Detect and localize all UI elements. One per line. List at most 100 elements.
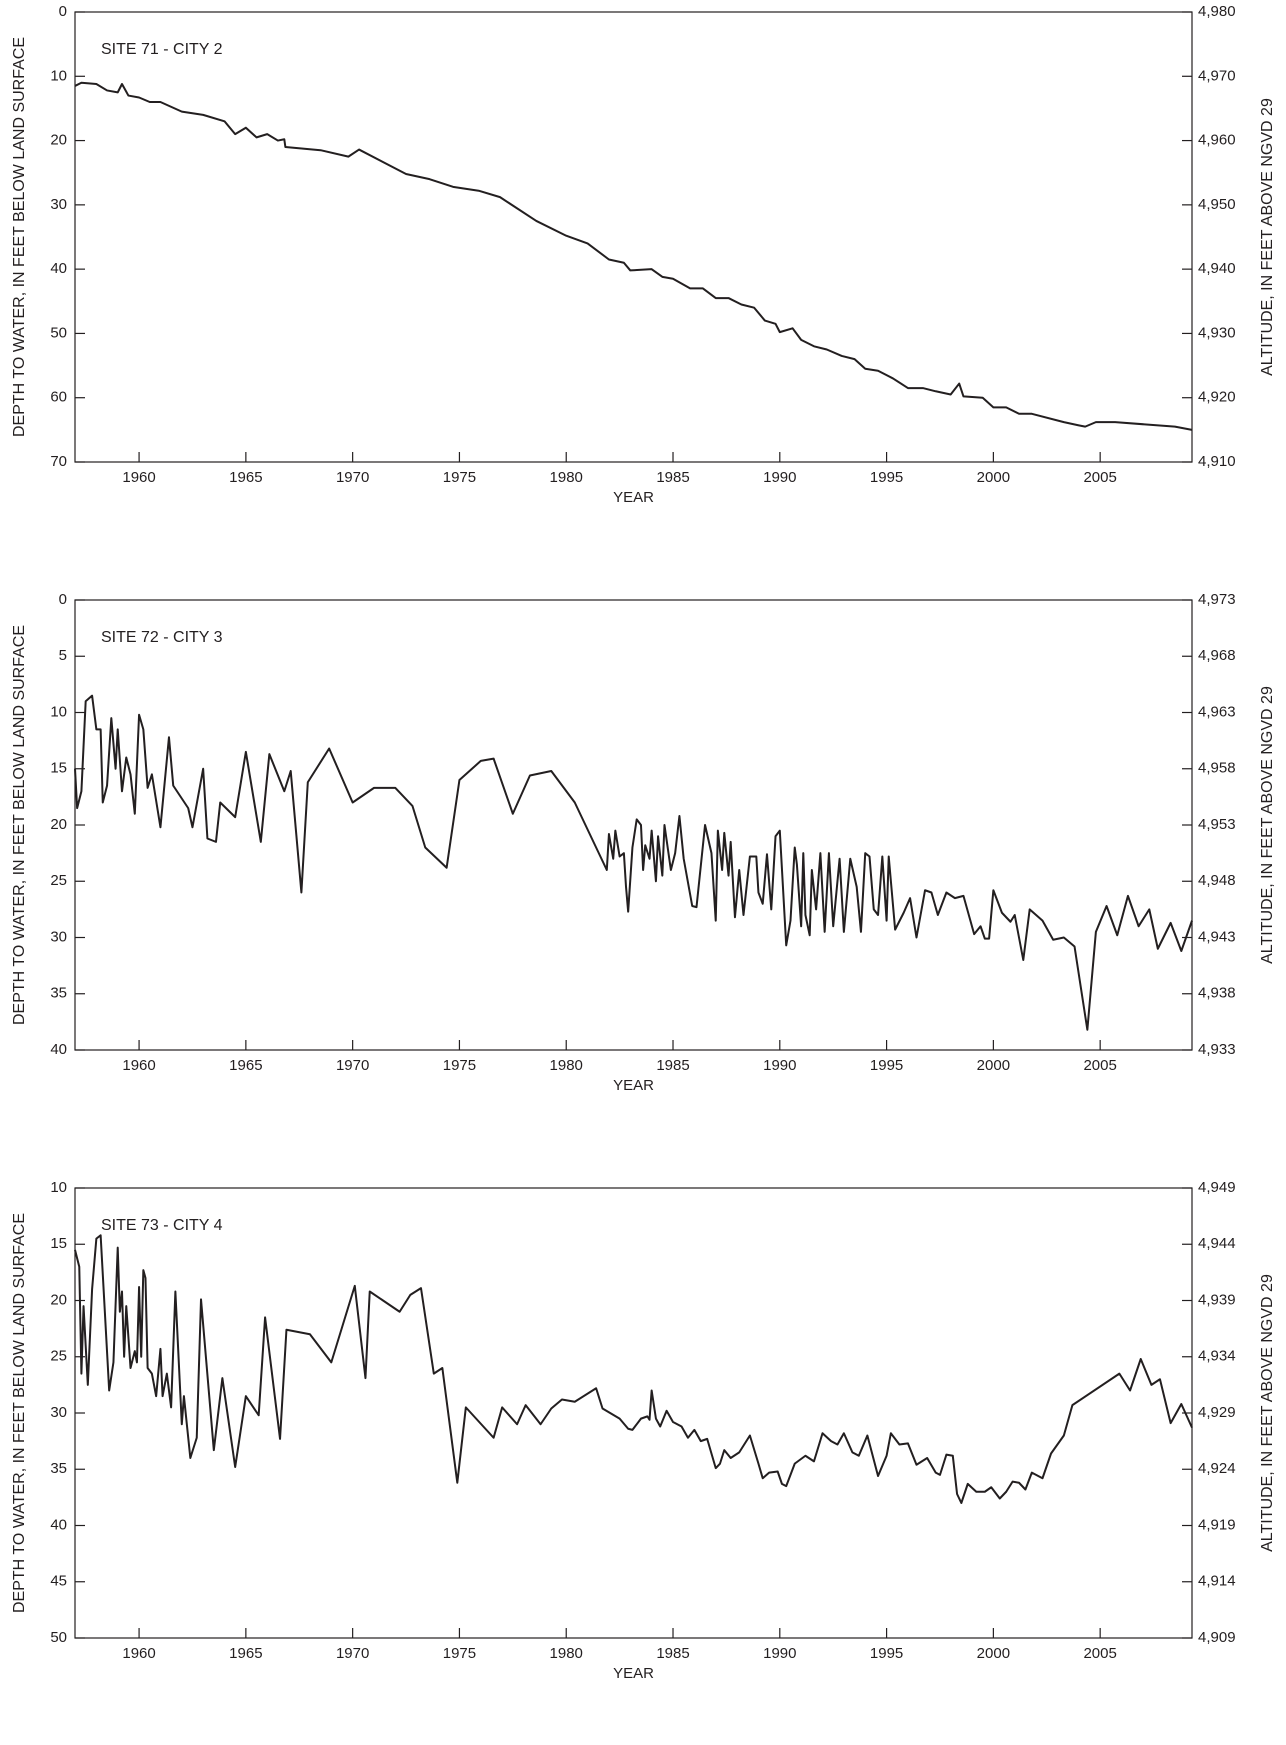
y-tick-label: 45 [50,1573,67,1590]
y2-tick-label: 4,940 [1198,260,1236,277]
y2-tick-label: 4,948 [1198,872,1236,889]
y2-tick-label: 4,930 [1198,324,1236,341]
y-tick-label: 15 [50,760,67,777]
y2-tick-label: 4,943 [1198,928,1236,945]
panel: 10 15 20 25 30 35 40 45 50 4,909 4,914 4,919 4,924 4,… [11,1179,1276,1682]
y-tick-label: 50 [50,1629,67,1646]
water-level-line [74,694,1193,1031]
x-tick-label: 2005 [1083,1057,1116,1074]
x-tick-label: 1965 [229,469,262,486]
x-tick-label: 1985 [656,1645,689,1662]
x-tick-label: 1995 [870,1057,903,1074]
x-tick-label: 1970 [336,1057,369,1074]
y2-tick-label: 4,958 [1198,760,1236,777]
y2-axis-label: ALTITUDE, IN FEET ABOVE NGVD 29 [1259,1274,1276,1552]
y-tick-label: 10 [50,1179,67,1196]
x-axis-label: YEAR [613,489,654,506]
y-tick-label: 5 [59,647,67,664]
x-tick-label: 2000 [977,1645,1010,1662]
y-tick-label: 40 [50,1041,67,1058]
x-tick-label: 1990 [763,469,796,486]
x-axis-label: YEAR [613,1077,654,1094]
x-tick-label: 1990 [763,1057,796,1074]
y2-axis-label: ALTITUDE, IN FEET ABOVE NGVD 29 [1259,98,1276,376]
y-tick-label: 60 [50,389,67,406]
x-tick-label: 1970 [336,1645,369,1662]
panel: 0 5 10 15 20 25 30 35 40 4,933 4,938 4,943 4,948 4,95… [11,591,1276,1094]
x-tick-label: 1975 [443,1645,476,1662]
y-tick-label: 40 [50,1516,67,1533]
y2-tick-label: 4,914 [1198,1573,1236,1590]
y-tick-label: 0 [59,591,67,608]
y-axis-label: DEPTH TO WATER, IN FEET BELOW LAND SURFA… [11,625,28,1025]
y-axis-label: DEPTH TO WATER, IN FEET BELOW LAND SURFA… [11,37,28,437]
x-tick-label: 1985 [656,1057,689,1074]
y-tick-label: 0 [59,3,67,20]
x-tick-label: 2005 [1083,469,1116,486]
x-tick-label: 1980 [550,1645,583,1662]
x-tick-label: 1960 [122,469,155,486]
x-tick-label: 1995 [870,469,903,486]
y-tick-label: 40 [50,260,67,277]
site-annotation: SITE 72 - CITY 3 [101,629,223,646]
y-tick-label: 20 [50,132,67,149]
y2-tick-label: 4,920 [1198,389,1236,406]
x-tick-label: 1965 [229,1057,262,1074]
y2-tick-label: 4,963 [1198,703,1236,720]
x-tick-label: 1960 [122,1645,155,1662]
y-tick-label: 25 [50,1348,67,1365]
y-axis-label: DEPTH TO WATER, IN FEET BELOW LAND SURFA… [11,1213,28,1613]
panel: 0 10 20 30 40 50 60 70 4,910 4,920 4,930 4,940 4,950… [11,3,1276,506]
x-tick-label: 1975 [443,1057,476,1074]
y2-tick-label: 4,980 [1198,3,1236,20]
plot-frame [74,11,1193,463]
x-tick-label: 1990 [763,1645,796,1662]
y2-axis-label: ALTITUDE, IN FEET ABOVE NGVD 29 [1259,686,1276,964]
site-annotation: SITE 73 - CITY 4 [101,1217,223,1234]
x-tick-label: 2000 [977,1057,1010,1074]
y2-tick-label: 4,970 [1198,67,1236,84]
y2-tick-label: 4,909 [1198,1629,1236,1646]
x-tick-label: 2005 [1083,1645,1116,1662]
y-tick-label: 20 [50,816,67,833]
y2-tick-label: 4,950 [1198,196,1236,213]
y-tick-label: 10 [50,703,67,720]
y-tick-label: 70 [50,453,67,470]
plot-frame [74,599,1193,1051]
x-tick-label: 1995 [870,1645,903,1662]
y2-tick-label: 4,933 [1198,1041,1236,1058]
x-tick-label: 1985 [656,469,689,486]
y-tick-label: 35 [50,1460,67,1477]
x-tick-label: 1970 [336,469,369,486]
y2-tick-label: 4,910 [1198,453,1236,470]
y-tick-label: 20 [50,1291,67,1308]
y2-tick-label: 4,938 [1198,985,1236,1002]
y2-tick-label: 4,924 [1198,1460,1236,1477]
y2-tick-label: 4,929 [1198,1404,1236,1421]
x-tick-label: 2000 [977,469,1010,486]
y2-tick-label: 4,919 [1198,1516,1236,1533]
water-level-line [74,1234,1193,1504]
y-tick-label: 30 [50,1404,67,1421]
y-tick-label: 35 [50,985,67,1002]
x-tick-label: 1975 [443,469,476,486]
y2-tick-label: 4,968 [1198,647,1236,664]
y2-tick-label: 4,953 [1198,816,1236,833]
y-tick-label: 10 [50,67,67,84]
site-annotation: SITE 71 - CITY 2 [101,41,223,58]
y2-tick-label: 4,939 [1198,1291,1236,1308]
y2-tick-label: 4,960 [1198,132,1236,149]
y2-tick-label: 4,934 [1198,1348,1236,1365]
x-tick-label: 1980 [550,469,583,486]
y2-tick-label: 4,944 [1198,1235,1236,1252]
x-tick-label: 1965 [229,1645,262,1662]
y2-tick-label: 4,949 [1198,1179,1236,1196]
y2-tick-label: 4,973 [1198,591,1236,608]
y-tick-label: 15 [50,1235,67,1252]
y-tick-label: 30 [50,196,67,213]
y-tick-label: 25 [50,872,67,889]
water-level-line [74,81,1193,431]
x-axis-label: YEAR [613,1665,654,1682]
y-tick-label: 30 [50,928,67,945]
